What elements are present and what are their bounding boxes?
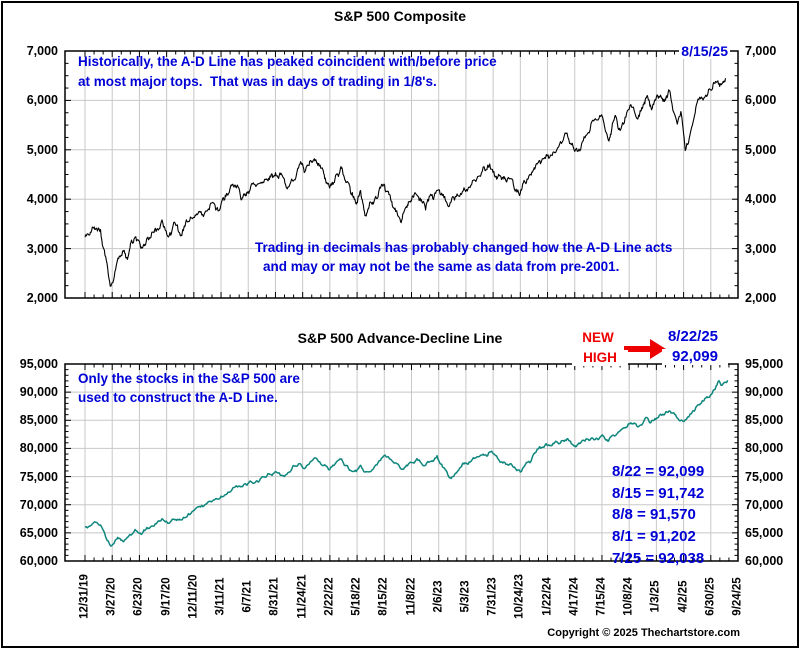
ad-value-callout: 7/25 = 92,038 <box>612 550 705 567</box>
x-axis-label: 10/8/24 <box>622 577 635 616</box>
x-axis-label: 3/27/20 <box>105 577 118 616</box>
x-axis-label: 5/18/22 <box>350 577 363 616</box>
ad-value-callout: 8/8 = 91,570 <box>612 506 696 523</box>
top-last-date-label: 8/15/25 <box>679 43 730 59</box>
y-axis-label-left: 60,000 <box>19 554 58 568</box>
x-axis-label: 1/3/25 <box>649 580 662 613</box>
y-axis-label-right: 7,000 <box>745 44 777 58</box>
y-axis-label-right: 3,000 <box>745 241 777 256</box>
x-axis-label: 11/8/22 <box>405 577 417 616</box>
x-axis-label: 8/31/21 <box>268 577 281 616</box>
y-axis-label-right: 60,000 <box>745 554 784 568</box>
x-axis-label: 5/3/23 <box>459 580 472 613</box>
y-axis-label-right: 75,000 <box>745 469 784 484</box>
new-high-label-line2: HIGH <box>572 350 628 366</box>
x-axis-label: 9/17/20 <box>160 577 173 616</box>
y-axis-label-right: 80,000 <box>745 441 784 456</box>
y-axis-label-right: 70,000 <box>745 497 784 512</box>
x-axis-label: 10/24/23 <box>513 574 526 619</box>
y-axis-label-left: 75,000 <box>19 469 58 484</box>
x-axis-label: 8/15/22 <box>377 577 390 616</box>
x-axis-label: 11/24/21 <box>296 574 309 619</box>
y-axis-label-right: 90,000 <box>745 385 784 400</box>
y-axis-label-right: 65,000 <box>745 525 784 540</box>
new-high-label-line1: NEW <box>582 330 614 345</box>
y-axis-label-left: 85,000 <box>19 413 58 428</box>
y-axis-label-left: 70,000 <box>19 497 58 512</box>
y-axis-label-left: 4,000 <box>26 192 58 207</box>
x-axis-label: 6/23/20 <box>132 577 145 616</box>
new-high-date: 8/22/25 <box>667 328 719 345</box>
top-chart-title: S&P 500 Composite <box>333 8 466 24</box>
x-axis-label: 9/24/25 <box>731 577 744 616</box>
bottom-annotation-line1: Only the stocks in the S&P 500 are <box>78 371 300 386</box>
ad-value-callout: 8/15 = 91,742 <box>612 485 705 502</box>
y-axis-label-right: 6,000 <box>745 93 777 108</box>
y-axis-label-left: 3,000 <box>26 241 58 256</box>
y-axis-label-left: 95,000 <box>19 357 58 371</box>
y-axis-label-left: 65,000 <box>19 525 58 540</box>
top-annotation2-line2: and may or may not be the same as data f… <box>263 259 620 274</box>
x-axis-label: 4/2/25 <box>677 580 690 613</box>
new-high-value: 92,099 <box>662 349 728 365</box>
y-axis-label-right: 5,000 <box>745 142 777 157</box>
ad-value-callout: 8/22 = 92,099 <box>612 463 705 480</box>
x-axis-label: 1/22/24 <box>541 577 554 616</box>
top-annotation-line2: at most major tops. That was in days of … <box>78 74 437 89</box>
bottom-chart-title: S&P 500 Advance-Decline Line <box>297 330 503 346</box>
y-axis-label-right: 4,000 <box>745 192 777 207</box>
y-axis-label-right: 85,000 <box>745 413 784 428</box>
x-axis-label: 4/17/24 <box>568 577 581 616</box>
y-axis-label-left: 90,000 <box>19 385 58 400</box>
y-axis-label-left: 80,000 <box>19 441 58 456</box>
y-axis-label-left: 7,000 <box>26 44 58 58</box>
y-axis-label-right: 95,000 <box>745 357 784 371</box>
ad-value-callout: 8/1 = 91,202 <box>612 528 696 545</box>
top-annotation-line1: Historically, the A-D Line has peaked co… <box>78 54 497 69</box>
x-axis-label: 7/31/23 <box>486 577 499 616</box>
x-axis-label: 6/30/25 <box>704 577 717 616</box>
bottom-annotation-line2: used to construct the A-D Line. <box>78 390 278 405</box>
copyright-text: Copyright © 2025 Thechartstore.com <box>547 627 740 639</box>
top-annotation2-line1: Trading in decimals has probably changed… <box>255 240 673 255</box>
new-high-arrow-icon <box>624 339 666 359</box>
x-axis-label: 2/22/22 <box>323 577 336 616</box>
x-axis-label: 12/11/20 <box>187 574 200 619</box>
y-axis-label-left: 6,000 <box>26 93 58 108</box>
y-axis-label-left: 2,000 <box>26 291 58 305</box>
x-axis-label: 2/6/23 <box>432 580 445 613</box>
y-axis-label-right: 2,000 <box>745 291 777 305</box>
x-axis-label: 7/15/24 <box>595 577 608 616</box>
x-axis-label: 3/11/21 <box>214 577 227 616</box>
x-axis-label: 12/31/19 <box>78 574 91 619</box>
y-axis-label-left: 5,000 <box>26 142 58 157</box>
x-axis-label: 6/7/21 <box>241 580 254 613</box>
